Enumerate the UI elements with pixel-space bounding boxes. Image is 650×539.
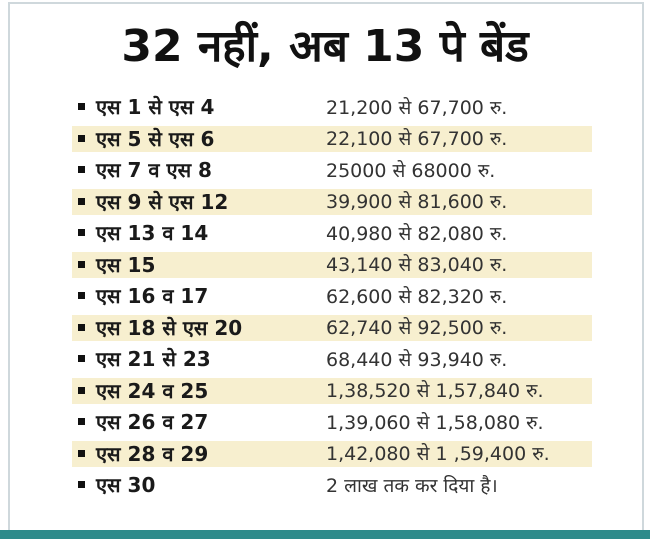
bullet-icon: [78, 292, 85, 299]
bullet-icon: [78, 103, 85, 110]
row-highlight: [72, 188, 592, 215]
pay-range-value: 2 लाख तक कर दिया है।: [326, 474, 498, 497]
pay-level-label: एस 1 से एस 4: [96, 95, 215, 120]
pay-level-label: एस 28 व 29: [96, 441, 209, 466]
pay-range-value: 40,980 से 82,080 रु.: [326, 222, 508, 245]
bullet-icon: [78, 323, 85, 331]
pay-level-label: एस 13 व 14: [96, 221, 209, 246]
pay-band-row: एस 15 43,140 से 83,040 रु.: [72, 249, 592, 281]
pay-band-row: एस 13 व 14 40,980 से 82,080 रु.: [72, 217, 592, 249]
pay-band-row: एस 24 व 25 1,38,520 से 1,57,840 रु.: [72, 375, 592, 407]
pay-range-value: 25000 से 68000 रु.: [326, 159, 496, 182]
pay-range-value: 22,100 से 67,700 रु.: [326, 128, 508, 151]
pay-range-value: 62,600 से 82,320 रु.: [326, 285, 508, 308]
pay-range-value: 68,440 से 93,940 रु.: [326, 348, 508, 371]
pay-band-row: एस 7 व एस 8 25000 से 68000 रु.: [72, 154, 592, 186]
pay-range-value: 62,740 से 92,500 रु.: [326, 317, 508, 340]
pay-range-value: 21,200 से 67,700 रु.: [326, 96, 508, 119]
pay-band-row: एस 16 व 17 62,600 से 82,320 रु.: [72, 280, 592, 312]
row-highlight: [72, 377, 592, 404]
page-title: 32 नहीं, अब 13 पे बेंड: [121, 21, 529, 72]
pay-level-label: एस 5 से एस 6: [96, 126, 215, 151]
bullet-icon: [78, 134, 85, 142]
pay-range-value: 1,39,060 से 1,58,080 रु.: [326, 411, 544, 434]
pay-level-label: एस 30: [96, 473, 156, 498]
pay-level-label: एस 16 व 17: [96, 284, 209, 309]
pay-range-value: 43,140 से 83,040 रु.: [326, 254, 508, 277]
pay-level-label: एस 24 व 25: [96, 378, 209, 403]
bullet-icon: [78, 481, 85, 488]
pay-range-value: 1,42,080 से 1 ,59,400 रु.: [326, 443, 550, 466]
row-highlight: [72, 314, 592, 341]
pay-range-value: 1,38,520 से 1,57,840 रु.: [326, 380, 544, 403]
pay-band-row: एस 5 से एस 6 22,100 से 67,700 रु.: [72, 123, 592, 155]
pay-band-row: एस 28 व 29 1,42,080 से 1 ,59,400 रु.: [72, 438, 592, 470]
row-highlight: [72, 251, 592, 278]
pay-band-row: एस 21 से 23 68,440 से 93,940 रु.: [72, 343, 592, 375]
pay-level-label: एस 9 से एस 12: [96, 189, 229, 214]
document-frame: [8, 2, 644, 530]
pay-level-label: एस 18 से एस 20: [96, 315, 243, 340]
row-highlight: [72, 125, 592, 152]
pay-level-label: एस 21 से 23: [96, 347, 211, 372]
bullet-icon: [78, 229, 85, 236]
row-highlight: [72, 440, 592, 467]
bullet-icon: [78, 418, 85, 425]
pay-level-label: एस 7 व एस 8: [96, 158, 212, 183]
pay-band-row: एस 1 से एस 4 21,200 से 67,700 रु.: [72, 91, 592, 123]
bullet-icon: [78, 260, 85, 268]
pay-band-row: एस 9 से एस 12 39,900 से 81,600 रु.: [72, 186, 592, 218]
bullet-icon: [78, 386, 85, 394]
bottom-rule: [0, 530, 650, 539]
bullet-icon: [78, 449, 85, 457]
bullet-icon: [78, 166, 85, 173]
pay-band-list: एस 1 से एस 4 21,200 से 67,700 रु. एस 5 से …: [72, 91, 592, 501]
bullet-icon: [78, 355, 85, 362]
pay-level-label: एस 15: [96, 252, 156, 277]
pay-band-row: एस 18 से एस 20 62,740 से 92,500 रु.: [72, 312, 592, 344]
pay-band-row: एस 30 2 लाख तक कर दिया है।: [72, 469, 592, 501]
pay-band-row: एस 26 व 27 1,39,060 से 1,58,080 रु.: [72, 406, 592, 438]
pay-range-value: 39,900 से 81,600 रु.: [326, 191, 508, 214]
bullet-icon: [78, 197, 85, 205]
pay-level-label: एस 26 व 27: [96, 410, 209, 435]
